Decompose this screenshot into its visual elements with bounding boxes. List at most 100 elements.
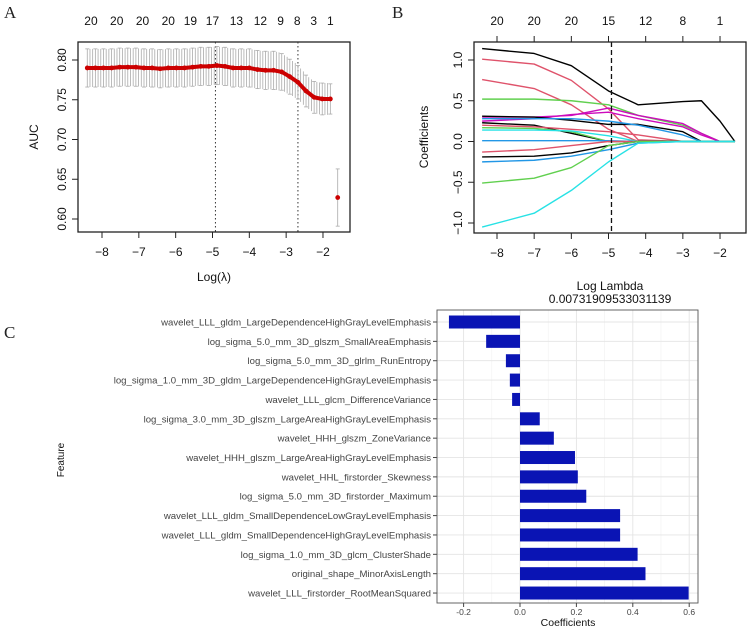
panel-b-subtitle: 0.00731909533031139	[549, 292, 672, 306]
top-tick-label: 1	[327, 14, 334, 28]
auc-point	[101, 65, 106, 71]
auc-point	[335, 195, 341, 200]
x-tick-label: −8	[95, 245, 109, 259]
y-tick-label: 0.70	[55, 127, 69, 151]
feature-label: wavelet_HHH_glszm_LargeAreaHighGrayLevel…	[185, 453, 431, 464]
plot-frame	[77, 41, 351, 233]
x-tick-label: −4	[639, 246, 653, 260]
auc-point	[182, 65, 187, 71]
coefficient-path	[482, 140, 735, 153]
auc-point	[319, 96, 325, 102]
panel-b-ylabel: Coefficients	[417, 106, 431, 168]
auc-point	[149, 65, 155, 71]
auc-point	[327, 96, 333, 102]
panel-b-coefficient-paths: −8 −7 −6 −5 −4 −3 −2 −1.0 −0.5 0.0 0.5 1.0 20 20 20 15 1…	[451, 14, 747, 260]
auc-point	[287, 74, 293, 80]
feature-bar	[520, 470, 578, 484]
auc-point	[311, 94, 317, 100]
x-tick-label: 0.0	[514, 607, 526, 617]
feature-label: log_sigma_1.0_mm_3D_gldm_LargeDependence…	[114, 376, 432, 387]
auc-point	[246, 65, 252, 71]
feature-label: wavelet_HHH_glszm_ZoneVariance	[277, 434, 431, 445]
feature-label: wavelet_HHL_firstorder_Skewness	[281, 472, 432, 483]
y-tick-label: 0.0	[451, 133, 465, 150]
paths-group	[481, 47, 736, 228]
top-tick-label: 20	[136, 14, 150, 28]
top-tick-label: 12	[254, 14, 268, 28]
auc-point	[255, 67, 260, 72]
auc-point	[238, 65, 244, 71]
feature-label: log_sigma_3.0_mm_3D_glszm_LargeAreaHighG…	[144, 414, 432, 425]
top-tick-label: 12	[639, 14, 653, 28]
feature-label: wavelet_LLL_firstorder_RootMeanSquared	[247, 589, 431, 600]
feature-label: wavelet_LLL_gldm_LargeDependenceHighGray…	[160, 318, 431, 329]
x-tick-label: −5	[602, 246, 616, 260]
feature-bar	[520, 528, 621, 542]
feature-bar	[520, 451, 575, 465]
auc-point	[263, 67, 268, 73]
panel-a-auc-plot: −8 −7 −6 −5 −4 −3 −2 0.60 0.65 0.70 0.75 0.80 20 20 20…	[55, 14, 351, 259]
x-tick-label: 0.6	[683, 607, 695, 617]
feature-label: wavelet_LLL_gldm_SmallDependenceHighGray…	[161, 530, 432, 541]
y-tick-label: 1.0	[451, 51, 465, 68]
auc-point	[222, 63, 228, 69]
x-tick-label: −4	[242, 245, 256, 259]
top-tick-label: 20	[565, 14, 579, 28]
auc-point	[141, 65, 147, 71]
plot-frame	[473, 41, 747, 234]
top-tick-label: 20	[110, 14, 124, 28]
feature-bar	[520, 489, 587, 503]
auc-point	[84, 65, 90, 71]
top-tick-label: 20	[527, 14, 541, 28]
auc-point	[214, 63, 220, 68]
panel-a-xlabel: Log(λ)	[197, 270, 231, 284]
auc-point	[157, 66, 163, 72]
coefficient-path	[481, 140, 735, 228]
x-tick-label: −2	[316, 245, 330, 259]
feature-bar	[486, 334, 520, 348]
panel-label-b: B	[392, 3, 403, 22]
feature-bar	[520, 547, 638, 561]
x-tick-label: -0.2	[456, 607, 471, 617]
feature-bar	[520, 412, 540, 426]
y-tick-label: −1.0	[451, 211, 465, 235]
panel-label-a: A	[4, 3, 17, 22]
top-tick-label: 13	[230, 14, 244, 28]
top-tick-label: 20	[84, 14, 98, 28]
feature-label: original_shape_MinorAxisLength	[292, 569, 431, 580]
feature-bar	[520, 431, 554, 445]
x-tick-label: −8	[490, 246, 504, 260]
top-tick-label: 15	[602, 14, 616, 28]
feature-bar	[520, 586, 689, 600]
top-tick-label: 9	[277, 14, 284, 28]
feature-bar	[448, 315, 520, 329]
auc-point	[230, 65, 236, 71]
top-tick-label: 20	[162, 14, 176, 28]
y-tick-label: −0.5	[451, 170, 465, 194]
x-tick-label: −7	[132, 245, 146, 259]
auc-point	[173, 65, 179, 71]
feature-bar	[520, 509, 621, 523]
auc-point	[109, 65, 114, 71]
panel-c-ylabel: Feature	[56, 442, 67, 477]
feature-label: wavelet_LLL_gldm_SmallDependenceLowGrayL…	[163, 511, 431, 522]
top-tick-label: 19	[184, 14, 198, 28]
auc-point	[206, 63, 212, 69]
auc-point	[271, 67, 277, 73]
auc-point	[165, 65, 171, 71]
y-tick-label: 0.75	[55, 88, 69, 112]
auc-point	[198, 63, 204, 69]
x-tick-label: −7	[527, 246, 541, 260]
feature-bar	[520, 567, 646, 581]
y-tick-label: 0.65	[55, 167, 69, 191]
top-tick-label: 17	[206, 14, 220, 28]
feature-label: log_sigma_5.0_mm_3D_glrlm_RunEntropy	[248, 356, 432, 367]
feature-label: wavelet_LLL_glcm_DifferenceVariance	[264, 395, 431, 406]
feature-bar	[509, 373, 520, 387]
feature-label: log_sigma_1.0_mm_3D_glcm_ClusterShade	[241, 550, 431, 561]
x-tick-label: −5	[206, 245, 220, 259]
x-tick-label: −6	[564, 246, 578, 260]
y-tick-label: 0.80	[55, 48, 69, 72]
panel-label-c: C	[4, 323, 15, 342]
